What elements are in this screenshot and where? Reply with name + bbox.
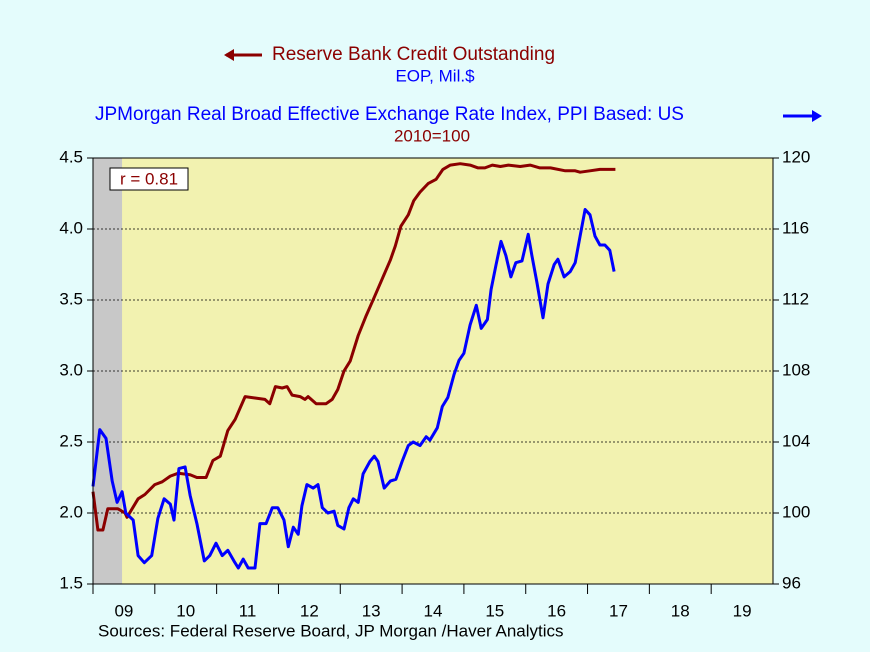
y-tick-label: 2.5 [59, 431, 83, 450]
unit-label: EOP, Mil.$ [395, 66, 475, 85]
y-tick-label: 3.0 [59, 360, 83, 379]
x-tick-label: 11 [239, 601, 257, 620]
plot-frame [92, 157, 774, 585]
x-tick-label: 14 [424, 601, 443, 620]
legend: Reserve Bank Credit Outstanding EOP, Mil… [95, 44, 822, 145]
y-tick-label: 3.5 [59, 289, 83, 308]
y2-tick-label: 116 [782, 218, 809, 237]
legend-label: JPMorgan Real Broad Effective Exchange R… [95, 104, 684, 125]
series-line [91, 208, 616, 570]
y-tick-label: 4.5 [59, 147, 83, 166]
y2-tick-label: 108 [782, 360, 810, 379]
source: Sources: Federal Reserve Board, JP Morga… [98, 621, 564, 640]
legend-label: Reserve Bank Credit Outstanding [272, 44, 555, 65]
x-tick-label: 13 [362, 601, 381, 620]
annotation-box [109, 167, 189, 191]
y2-tick-label: 120 [782, 147, 810, 166]
x-tick-label: 19 [733, 601, 752, 620]
x-tick-label: 12 [300, 601, 319, 620]
y-tick-label: 4.0 [59, 218, 83, 237]
x-tick-label: 17 [609, 601, 628, 620]
y2-tick-label: 96 [782, 573, 801, 592]
x-tick-label: 16 [547, 601, 566, 620]
annotation: r = 0.81 [120, 169, 178, 188]
unit-label: 2010=100 [394, 126, 470, 145]
legend-arrow-head [224, 49, 234, 61]
y-tick-label: 1.5 [59, 573, 83, 592]
y-tick-label: 2.0 [59, 502, 83, 521]
x-tick-label: 09 [114, 601, 133, 620]
x-tick-label: 18 [671, 601, 690, 620]
series-line [91, 162, 616, 532]
y2-tick-label: 100 [782, 502, 810, 521]
x-tick-label: 10 [176, 601, 195, 620]
y2-tick-label: 112 [782, 289, 809, 308]
legend-arrow-head [812, 110, 822, 122]
y2-tick-label: 104 [782, 431, 810, 450]
x-tick-label: 15 [485, 601, 504, 620]
